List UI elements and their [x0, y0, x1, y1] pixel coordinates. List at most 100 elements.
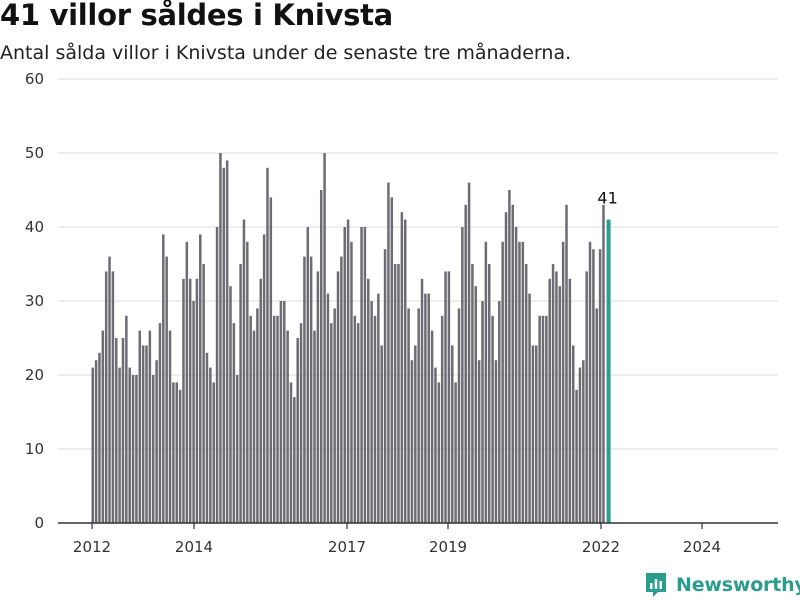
bar: [141, 345, 145, 523]
bar: [578, 367, 582, 523]
bar: [568, 278, 572, 523]
bar: [561, 241, 565, 524]
bar: [205, 352, 209, 523]
bar: [444, 271, 447, 523]
bar: [582, 360, 585, 523]
bar: [323, 153, 326, 523]
bar: [246, 241, 249, 524]
bar: [262, 234, 266, 523]
bar: [296, 338, 299, 523]
y-axis-ticks: 0 10 20 30 40 50 60: [25, 70, 44, 532]
bar: [387, 182, 390, 523]
bar: [151, 375, 155, 523]
bar: [370, 301, 373, 523]
bar: [571, 345, 575, 523]
bar: [592, 249, 595, 523]
bar: [138, 330, 142, 523]
y-tick-label: 30: [25, 292, 44, 310]
y-tick-label: 60: [25, 70, 44, 88]
bar: [440, 315, 444, 523]
bar: [192, 301, 195, 523]
bar: [414, 345, 417, 523]
bar: [373, 315, 377, 523]
bar: [135, 375, 138, 523]
bar: [212, 382, 215, 523]
bar: [538, 315, 541, 523]
bar: [232, 323, 236, 523]
bar: [377, 293, 380, 523]
bar: [487, 264, 491, 523]
bar: [430, 330, 434, 523]
bar: [266, 167, 269, 524]
bar: [491, 315, 494, 523]
bar: [155, 360, 158, 523]
bar: [528, 293, 531, 523]
bar: [595, 308, 598, 523]
y-tick-label: 50: [25, 144, 44, 162]
bar-latest: [606, 219, 611, 523]
bar: [477, 360, 481, 523]
bar: [474, 286, 478, 523]
bar: [209, 367, 212, 523]
bar: [293, 397, 296, 523]
bar: [202, 264, 205, 523]
bar: [602, 204, 605, 524]
bar: [330, 323, 333, 523]
bar: [501, 241, 504, 524]
bar: [272, 315, 276, 523]
bar: [356, 323, 360, 523]
bar: [447, 271, 451, 523]
bar: [397, 264, 400, 523]
y-tick-label: 40: [25, 218, 44, 236]
bar: [306, 227, 310, 523]
bars: [91, 153, 611, 524]
bar: [219, 153, 222, 523]
bar: [558, 286, 562, 523]
bar: [360, 227, 363, 523]
bar: [94, 360, 98, 523]
bar: [195, 278, 199, 523]
bar: [215, 227, 219, 523]
bar: [98, 352, 101, 523]
bar: [346, 219, 350, 523]
bar: [276, 315, 279, 523]
bar: [101, 330, 105, 523]
brand-name: Newsworthy: [676, 574, 800, 596]
bar: [299, 323, 303, 523]
bar: [541, 315, 545, 523]
bar: [108, 256, 111, 523]
bar: [229, 286, 232, 523]
bar: [588, 241, 592, 524]
bar: [145, 345, 148, 523]
bar: [555, 271, 558, 523]
bar: [303, 256, 306, 523]
bar: [427, 293, 430, 523]
bar: [454, 382, 457, 523]
bar: [319, 190, 323, 523]
bar: [511, 204, 514, 524]
bar: [162, 234, 165, 523]
bar: [464, 204, 467, 524]
bar: [283, 301, 286, 523]
bar: [121, 338, 125, 523]
bar: [340, 256, 343, 523]
bar: [178, 389, 182, 523]
bar: [575, 389, 578, 523]
bar: [222, 167, 226, 524]
bar: [524, 264, 528, 523]
bar: [182, 278, 185, 523]
bar: [461, 227, 464, 523]
bar: [313, 330, 316, 523]
bar: [417, 308, 420, 523]
bar: [518, 241, 521, 524]
x-tick-label: 2014: [175, 538, 213, 556]
bar: [239, 264, 242, 523]
x-tick-label: 2019: [429, 538, 467, 556]
bar: [316, 271, 320, 523]
bar: [498, 301, 501, 523]
bar: [333, 308, 336, 523]
bar: [598, 249, 602, 523]
bar: [326, 293, 330, 523]
bar: [551, 264, 555, 523]
bar: [400, 212, 404, 523]
